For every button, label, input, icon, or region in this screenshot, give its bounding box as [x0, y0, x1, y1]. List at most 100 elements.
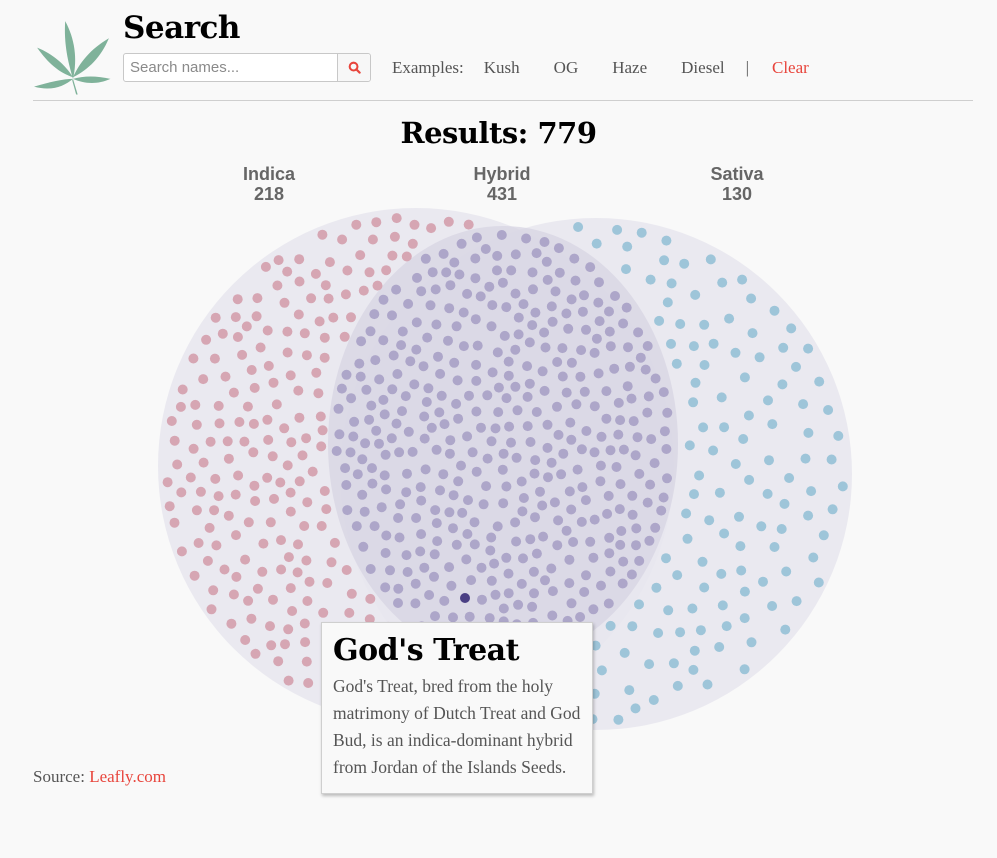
- strain-dot[interactable]: [425, 300, 436, 311]
- strain-dot[interactable]: [746, 293, 757, 304]
- strain-dot[interactable]: [434, 407, 445, 418]
- strain-dot[interactable]: [486, 436, 497, 447]
- strain-dot[interactable]: [471, 466, 482, 477]
- strain-dot[interactable]: [776, 524, 787, 534]
- strain-dot[interactable]: [596, 431, 607, 442]
- strain-dot[interactable]: [716, 392, 727, 403]
- strain-dot[interactable]: [566, 294, 577, 305]
- strain-dot[interactable]: [248, 447, 259, 458]
- strain-dot[interactable]: [485, 545, 496, 556]
- strain-dot[interactable]: [746, 637, 757, 648]
- strain-dot[interactable]: [443, 216, 454, 227]
- strain-dot[interactable]: [589, 447, 600, 458]
- strain-dot[interactable]: [410, 598, 421, 609]
- strain-dot[interactable]: [642, 407, 653, 418]
- strain-dot[interactable]: [307, 466, 318, 477]
- strain-dot[interactable]: [311, 367, 322, 378]
- strain-dot[interactable]: [662, 297, 673, 308]
- strain-dot[interactable]: [331, 446, 342, 456]
- strain-dot[interactable]: [613, 714, 624, 725]
- strain-dot[interactable]: [381, 530, 392, 541]
- strain-dot[interactable]: [610, 291, 620, 301]
- strain-dot[interactable]: [688, 341, 699, 352]
- strain-dot[interactable]: [511, 452, 522, 463]
- strain-dot[interactable]: [333, 403, 344, 414]
- example-og[interactable]: OG: [553, 58, 579, 77]
- strain-dot[interactable]: [618, 318, 629, 329]
- strain-dot[interactable]: [492, 521, 503, 532]
- strain-dot[interactable]: [352, 469, 363, 480]
- strain-dot[interactable]: [498, 498, 509, 509]
- strain-dot[interactable]: [708, 338, 719, 349]
- strain-dot[interactable]: [486, 575, 497, 586]
- strain-dot[interactable]: [420, 464, 431, 475]
- strain-dot[interactable]: [230, 312, 241, 323]
- strain-dot[interactable]: [604, 532, 615, 543]
- strain-dot[interactable]: [393, 598, 403, 608]
- strain-dot[interactable]: [282, 326, 293, 337]
- strain-dot[interactable]: [524, 378, 535, 389]
- strain-dot[interactable]: [282, 266, 293, 277]
- strain-dot[interactable]: [486, 532, 497, 543]
- strain-dot[interactable]: [558, 448, 569, 459]
- strain-dot[interactable]: [471, 375, 482, 386]
- strain-dot[interactable]: [250, 648, 261, 659]
- strain-dot[interactable]: [634, 555, 645, 566]
- strain-dot[interactable]: [272, 280, 283, 291]
- strain-dot[interactable]: [273, 255, 284, 266]
- strain-dot[interactable]: [342, 505, 353, 516]
- strain-dot[interactable]: [539, 385, 550, 396]
- clear-button[interactable]: Clear: [772, 58, 809, 77]
- strain-dot[interactable]: [570, 275, 581, 286]
- strain-dot[interactable]: [294, 254, 305, 265]
- strain-dot[interactable]: [754, 352, 765, 363]
- strain-dot[interactable]: [738, 434, 749, 444]
- strain-dot[interactable]: [267, 451, 278, 462]
- strain-dot[interactable]: [803, 343, 814, 354]
- strain-dot[interactable]: [209, 505, 220, 516]
- strain-dot[interactable]: [604, 326, 615, 337]
- strain-dot[interactable]: [378, 335, 389, 346]
- strain-dot[interactable]: [204, 522, 215, 533]
- strain-dot[interactable]: [326, 557, 337, 568]
- strain-dot[interactable]: [251, 311, 262, 322]
- strain-dot[interactable]: [361, 384, 372, 395]
- strain-dot[interactable]: [356, 336, 367, 347]
- strain-dot[interactable]: [806, 486, 817, 497]
- strain-dot[interactable]: [407, 446, 418, 457]
- strain-dot[interactable]: [564, 554, 575, 565]
- strain-dot[interactable]: [214, 418, 225, 429]
- strain-dot[interactable]: [826, 454, 837, 465]
- strain-dot[interactable]: [379, 409, 390, 420]
- strain-dot[interactable]: [202, 555, 213, 566]
- highlighted-strain-dot[interactable]: [460, 593, 470, 603]
- strain-dot[interactable]: [580, 495, 591, 506]
- strain-dot[interactable]: [666, 338, 676, 349]
- strain-dot[interactable]: [293, 309, 304, 320]
- strain-dot[interactable]: [624, 685, 635, 696]
- strain-dot[interactable]: [209, 353, 220, 364]
- strain-dot[interactable]: [451, 539, 462, 550]
- strain-dot[interactable]: [688, 397, 699, 408]
- strain-dot[interactable]: [190, 399, 201, 410]
- strain-dot[interactable]: [576, 345, 587, 356]
- strain-dot[interactable]: [601, 386, 612, 397]
- strain-dot[interactable]: [552, 540, 563, 551]
- strain-dot[interactable]: [650, 373, 661, 384]
- strain-dot[interactable]: [452, 375, 463, 386]
- strain-dot[interactable]: [603, 490, 614, 501]
- strain-dot[interactable]: [470, 253, 481, 264]
- strain-dot[interactable]: [627, 509, 638, 520]
- strain-dot[interactable]: [553, 429, 564, 440]
- strain-dot[interactable]: [626, 569, 637, 580]
- strain-dot[interactable]: [619, 647, 630, 658]
- strain-dot[interactable]: [367, 234, 378, 245]
- strain-dot[interactable]: [481, 481, 492, 492]
- strain-dot[interactable]: [306, 293, 317, 304]
- strain-dot[interactable]: [645, 479, 656, 490]
- strain-dot[interactable]: [591, 238, 602, 249]
- strain-dot[interactable]: [791, 361, 801, 372]
- strain-dot[interactable]: [524, 337, 535, 348]
- strain-dot[interactable]: [739, 664, 750, 675]
- strain-dot[interactable]: [444, 303, 455, 314]
